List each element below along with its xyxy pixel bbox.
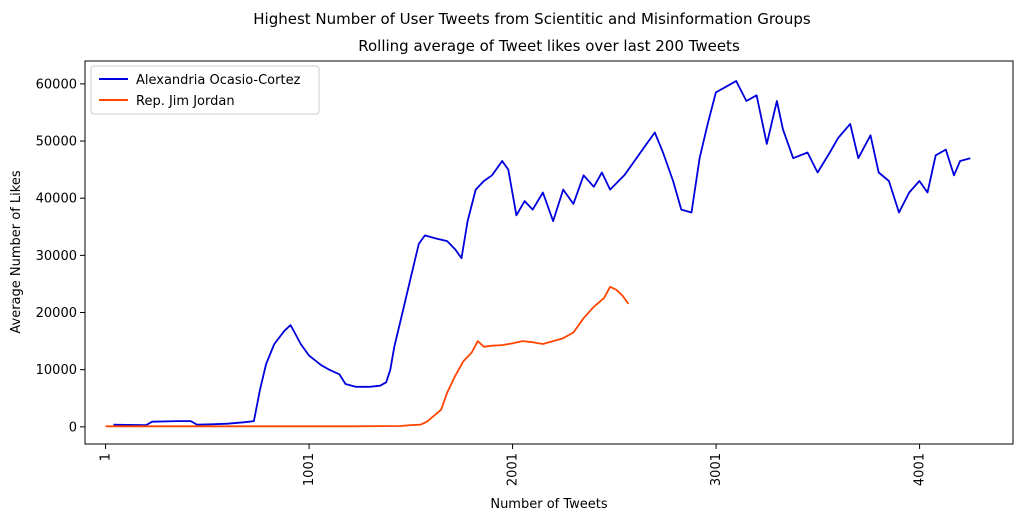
legend-box	[90, 65, 320, 115]
series-line-jordan	[105, 285, 630, 428]
y-tick-label: 60000	[36, 77, 77, 92]
chart-title: Rolling average of Tweet likes over last…	[358, 37, 740, 55]
x-tick-label: 2001	[506, 453, 521, 486]
y-tick-label: 40000	[36, 192, 77, 207]
x-axis: 1 1001 2001 3001 4001	[99, 444, 928, 486]
x-tick-label: 4001	[913, 453, 928, 486]
x-tick-label: 1001	[302, 453, 317, 486]
legend: Alexandria Ocasio-Cortez Rep. Jim Jordan	[90, 65, 320, 115]
legend-label-aoc: Alexandria Ocasio-Cortez	[136, 73, 301, 88]
y-tick-label: 0	[69, 420, 77, 435]
y-axis-label: Average Number of Likes	[9, 170, 24, 333]
x-tick-label: 3001	[709, 453, 724, 486]
x-axis-label: Number of Tweets	[490, 497, 608, 512]
y-axis: 0 10000 20000 30000 40000 50000 60000	[36, 77, 85, 435]
y-tick-label: 30000	[36, 249, 77, 264]
y-tick-label: 10000	[36, 363, 77, 378]
plot-frame	[84, 60, 1014, 445]
x-tick-label: 1	[99, 453, 114, 461]
y-tick-label: 20000	[36, 306, 77, 321]
chart-suptitle: Highest Number of User Tweets from Scien…	[253, 10, 811, 28]
legend-label-jordan: Rep. Jim Jordan	[136, 94, 235, 109]
series-line-aoc	[113, 80, 971, 427]
y-tick-label: 50000	[36, 135, 77, 150]
plot-lines	[105, 80, 971, 428]
